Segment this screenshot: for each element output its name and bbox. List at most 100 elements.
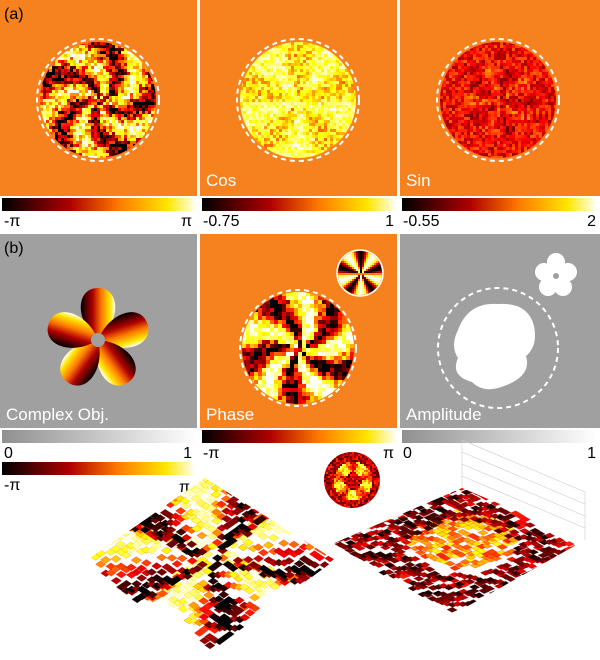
texture (76, 138, 80, 142)
texture (288, 84, 292, 88)
texture (306, 111, 310, 115)
texture (278, 336, 283, 341)
texture (476, 84, 480, 88)
texture (542, 99, 546, 103)
texture (70, 84, 74, 88)
texture (109, 126, 113, 130)
texture (443, 96, 447, 100)
texture (121, 90, 125, 94)
texture (554, 108, 556, 112)
texture (282, 324, 287, 329)
texture (255, 78, 259, 82)
texture (261, 117, 265, 121)
texture (524, 93, 528, 97)
texture (321, 69, 325, 73)
texture (278, 312, 283, 317)
texture (276, 105, 280, 109)
texture (327, 147, 331, 151)
texture (282, 129, 286, 133)
texture (97, 63, 101, 67)
texture (479, 111, 483, 115)
texture (533, 138, 537, 142)
texture (276, 102, 280, 106)
texture (497, 156, 501, 158)
texture (261, 96, 265, 100)
texture (142, 111, 146, 115)
texture (118, 78, 122, 82)
texture (115, 81, 119, 85)
texture (327, 138, 331, 142)
texture (303, 42, 307, 46)
texture (67, 51, 71, 55)
texture (303, 144, 307, 148)
texture (500, 129, 504, 133)
texture (327, 129, 331, 133)
texture (258, 69, 262, 73)
texture (274, 300, 279, 305)
texture (252, 69, 256, 73)
texture (330, 132, 334, 136)
texture (334, 312, 339, 317)
texture (309, 78, 313, 82)
texture (315, 108, 319, 112)
texture (443, 114, 447, 118)
texture (136, 90, 140, 94)
texture (130, 60, 134, 64)
texture (258, 316, 263, 321)
texture (64, 123, 68, 127)
texture (106, 111, 110, 115)
texture (479, 57, 483, 61)
texture (115, 51, 119, 55)
texture (452, 114, 456, 118)
texture (446, 114, 450, 118)
texture (100, 51, 104, 55)
texture (470, 126, 474, 130)
texture (130, 123, 134, 127)
texture (330, 60, 334, 64)
texture (458, 75, 462, 79)
texture (342, 63, 346, 67)
texture (452, 126, 456, 130)
texture (282, 340, 287, 345)
texture (285, 141, 289, 145)
texture (127, 147, 131, 151)
texture (91, 99, 95, 103)
texture (539, 99, 543, 103)
texture (94, 102, 98, 106)
texture (312, 66, 316, 70)
texture (506, 153, 510, 157)
texture (76, 123, 80, 127)
texture (267, 69, 271, 73)
texture (124, 126, 128, 130)
texture (43, 87, 47, 91)
texture (73, 120, 77, 124)
texture (274, 304, 279, 309)
texture (73, 135, 77, 139)
texture (121, 93, 125, 97)
texture (270, 328, 275, 333)
texture (82, 63, 86, 67)
texture (106, 54, 110, 58)
texture (503, 42, 507, 46)
texture (294, 90, 298, 94)
texture (79, 75, 83, 79)
texture (503, 129, 507, 133)
texture (264, 138, 268, 142)
texture (285, 69, 289, 73)
texture (300, 60, 304, 64)
texture (133, 120, 137, 124)
texture (497, 72, 501, 76)
texture (545, 75, 549, 79)
texture (467, 126, 471, 130)
texture (67, 117, 71, 121)
texture (494, 69, 498, 73)
texture (264, 96, 268, 100)
texture (254, 344, 259, 349)
texture (315, 75, 319, 79)
texture (121, 123, 125, 127)
texture (449, 111, 453, 115)
texture (479, 63, 483, 67)
texture (533, 90, 537, 94)
texture (521, 66, 525, 70)
texture (100, 105, 104, 109)
